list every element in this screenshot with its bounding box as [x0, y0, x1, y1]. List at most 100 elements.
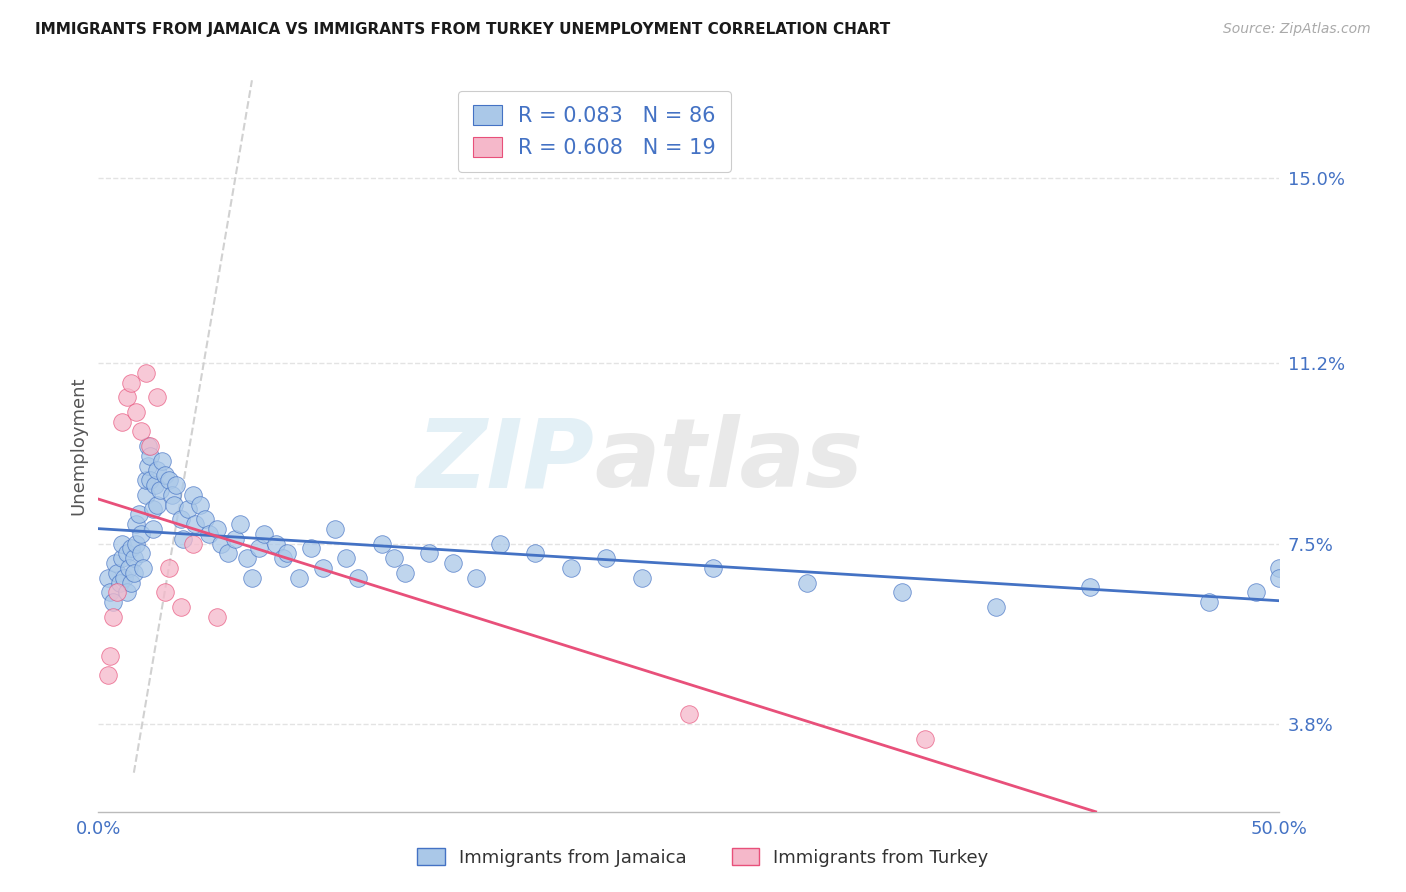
Point — [105, 585, 128, 599]
Point — [184, 516, 207, 531]
Point — [288, 571, 311, 585]
Point — [153, 468, 176, 483]
Point — [630, 571, 652, 585]
Point — [165, 478, 187, 492]
Point — [382, 551, 405, 566]
Point — [170, 512, 193, 526]
Point — [323, 522, 346, 536]
Point — [135, 366, 157, 380]
Point — [160, 488, 183, 502]
Point — [312, 561, 335, 575]
Point — [299, 541, 322, 556]
Point — [111, 536, 134, 550]
Point — [394, 566, 416, 580]
Point — [172, 532, 194, 546]
Point — [112, 571, 135, 585]
Point — [105, 566, 128, 580]
Point — [157, 473, 180, 487]
Point — [143, 478, 166, 492]
Point — [253, 526, 276, 541]
Point — [157, 561, 180, 575]
Point — [1268, 561, 1291, 575]
Point — [149, 483, 172, 497]
Point — [205, 522, 228, 536]
Point — [224, 532, 246, 546]
Point — [1268, 571, 1291, 585]
Point — [240, 571, 263, 585]
Point — [181, 536, 204, 550]
Point — [560, 561, 582, 575]
Point — [678, 707, 700, 722]
Point — [150, 453, 173, 467]
Point — [115, 390, 138, 404]
Point — [135, 473, 157, 487]
Point — [595, 551, 617, 566]
Point — [122, 551, 145, 566]
Point — [97, 668, 120, 682]
Point — [125, 516, 148, 531]
Point — [128, 508, 150, 522]
Point — [142, 502, 165, 516]
Legend: Immigrants from Jamaica, Immigrants from Turkey: Immigrants from Jamaica, Immigrants from… — [411, 841, 995, 874]
Point — [132, 561, 155, 575]
Point — [115, 585, 138, 599]
Point — [229, 516, 252, 531]
Point — [347, 571, 370, 585]
Point — [98, 585, 121, 599]
Text: ZIP: ZIP — [416, 414, 595, 508]
Point — [371, 536, 394, 550]
Point — [198, 526, 221, 541]
Point — [121, 376, 143, 390]
Point — [524, 546, 547, 560]
Point — [101, 609, 124, 624]
Point — [136, 439, 159, 453]
Y-axis label: Unemployment: Unemployment — [69, 376, 87, 516]
Point — [702, 561, 724, 575]
Point — [236, 551, 259, 566]
Point — [135, 488, 157, 502]
Point — [153, 585, 176, 599]
Point — [170, 599, 193, 614]
Point — [465, 571, 488, 585]
Point — [194, 512, 217, 526]
Point — [101, 595, 124, 609]
Point — [108, 575, 131, 590]
Point — [139, 473, 162, 487]
Point — [98, 648, 121, 663]
Point — [188, 498, 211, 512]
Point — [121, 541, 143, 556]
Point — [115, 546, 138, 560]
Point — [796, 575, 818, 590]
Point — [271, 551, 294, 566]
Point — [205, 609, 228, 624]
Point — [984, 599, 1007, 614]
Point — [97, 571, 120, 585]
Point — [247, 541, 270, 556]
Point — [217, 546, 239, 560]
Point — [177, 502, 200, 516]
Point — [129, 546, 152, 560]
Point — [111, 415, 134, 429]
Point — [163, 498, 186, 512]
Point — [121, 575, 143, 590]
Point — [914, 731, 936, 746]
Point — [142, 522, 165, 536]
Point — [181, 488, 204, 502]
Point — [890, 585, 912, 599]
Text: Source: ZipAtlas.com: Source: ZipAtlas.com — [1223, 22, 1371, 37]
Point — [125, 405, 148, 419]
Point — [209, 536, 232, 550]
Point — [335, 551, 357, 566]
Point — [104, 556, 127, 570]
Point — [1198, 595, 1220, 609]
Point — [264, 536, 287, 550]
Point — [125, 536, 148, 550]
Point — [139, 439, 162, 453]
Point — [136, 458, 159, 473]
Point — [111, 551, 134, 566]
Point — [118, 561, 141, 575]
Point — [139, 449, 162, 463]
Text: IMMIGRANTS FROM JAMAICA VS IMMIGRANTS FROM TURKEY UNEMPLOYMENT CORRELATION CHART: IMMIGRANTS FROM JAMAICA VS IMMIGRANTS FR… — [35, 22, 890, 37]
Point — [129, 425, 152, 439]
Point — [1244, 585, 1267, 599]
